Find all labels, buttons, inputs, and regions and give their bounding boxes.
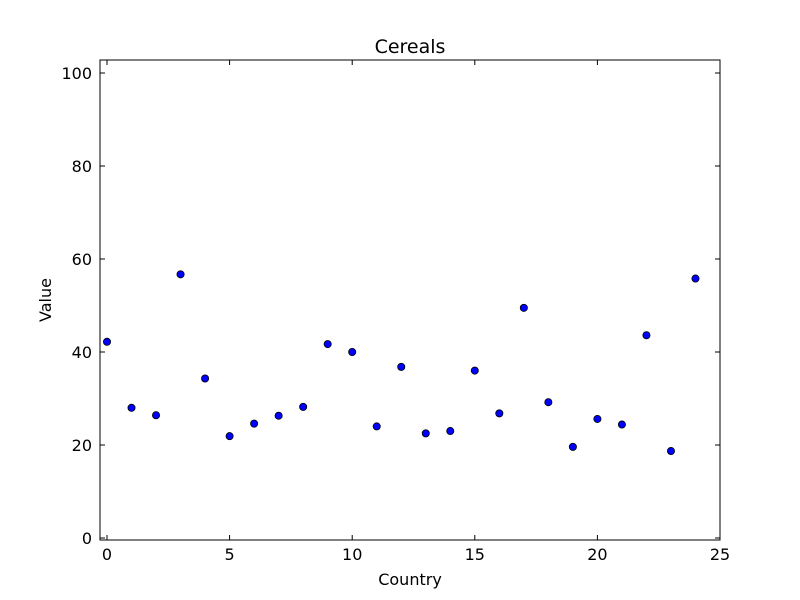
y-tick-label: 100 <box>61 64 92 83</box>
chart-title: Cereals <box>375 36 446 58</box>
data-point <box>299 402 308 411</box>
data-point <box>397 362 406 371</box>
data-point <box>593 414 602 423</box>
data-point <box>642 331 651 340</box>
plot-area: 0 5 10 15 20 25 0 20 40 60 80 100 <box>61 59 730 564</box>
data-point <box>446 427 455 436</box>
data-point <box>274 411 283 420</box>
data-point <box>127 403 136 412</box>
y-tick-label: 40 <box>72 343 92 362</box>
plot-frame <box>99 59 721 541</box>
y-tick-label: 80 <box>72 157 92 176</box>
y-axis-label: Value <box>36 278 55 322</box>
x-tick-label: 5 <box>225 545 235 564</box>
x-axis-label: Country <box>378 570 442 589</box>
x-tick-label: 10 <box>342 545 362 564</box>
data-point <box>617 420 626 429</box>
y-tick-label: 20 <box>72 436 92 455</box>
data-point <box>225 432 234 441</box>
data-point <box>691 274 700 283</box>
data-point <box>519 303 528 312</box>
data-point <box>348 347 357 356</box>
x-tick-label: 15 <box>465 545 485 564</box>
data-point <box>470 366 479 375</box>
data-point <box>568 442 577 451</box>
x-tick-label: 20 <box>587 545 607 564</box>
x-tick-label: 25 <box>710 545 730 564</box>
x-tick-label: 0 <box>102 545 112 564</box>
data-point <box>544 398 553 407</box>
data-point <box>421 429 430 438</box>
y-tick-label: 0 <box>82 529 92 548</box>
data-point <box>323 340 332 349</box>
y-tick-label: 60 <box>72 250 92 269</box>
data-point <box>176 270 185 279</box>
data-point <box>201 374 210 383</box>
data-point <box>666 447 675 456</box>
data-point <box>103 337 112 346</box>
data-point <box>372 422 381 431</box>
data-point <box>152 411 161 420</box>
data-point <box>250 419 259 428</box>
data-point <box>495 409 504 418</box>
